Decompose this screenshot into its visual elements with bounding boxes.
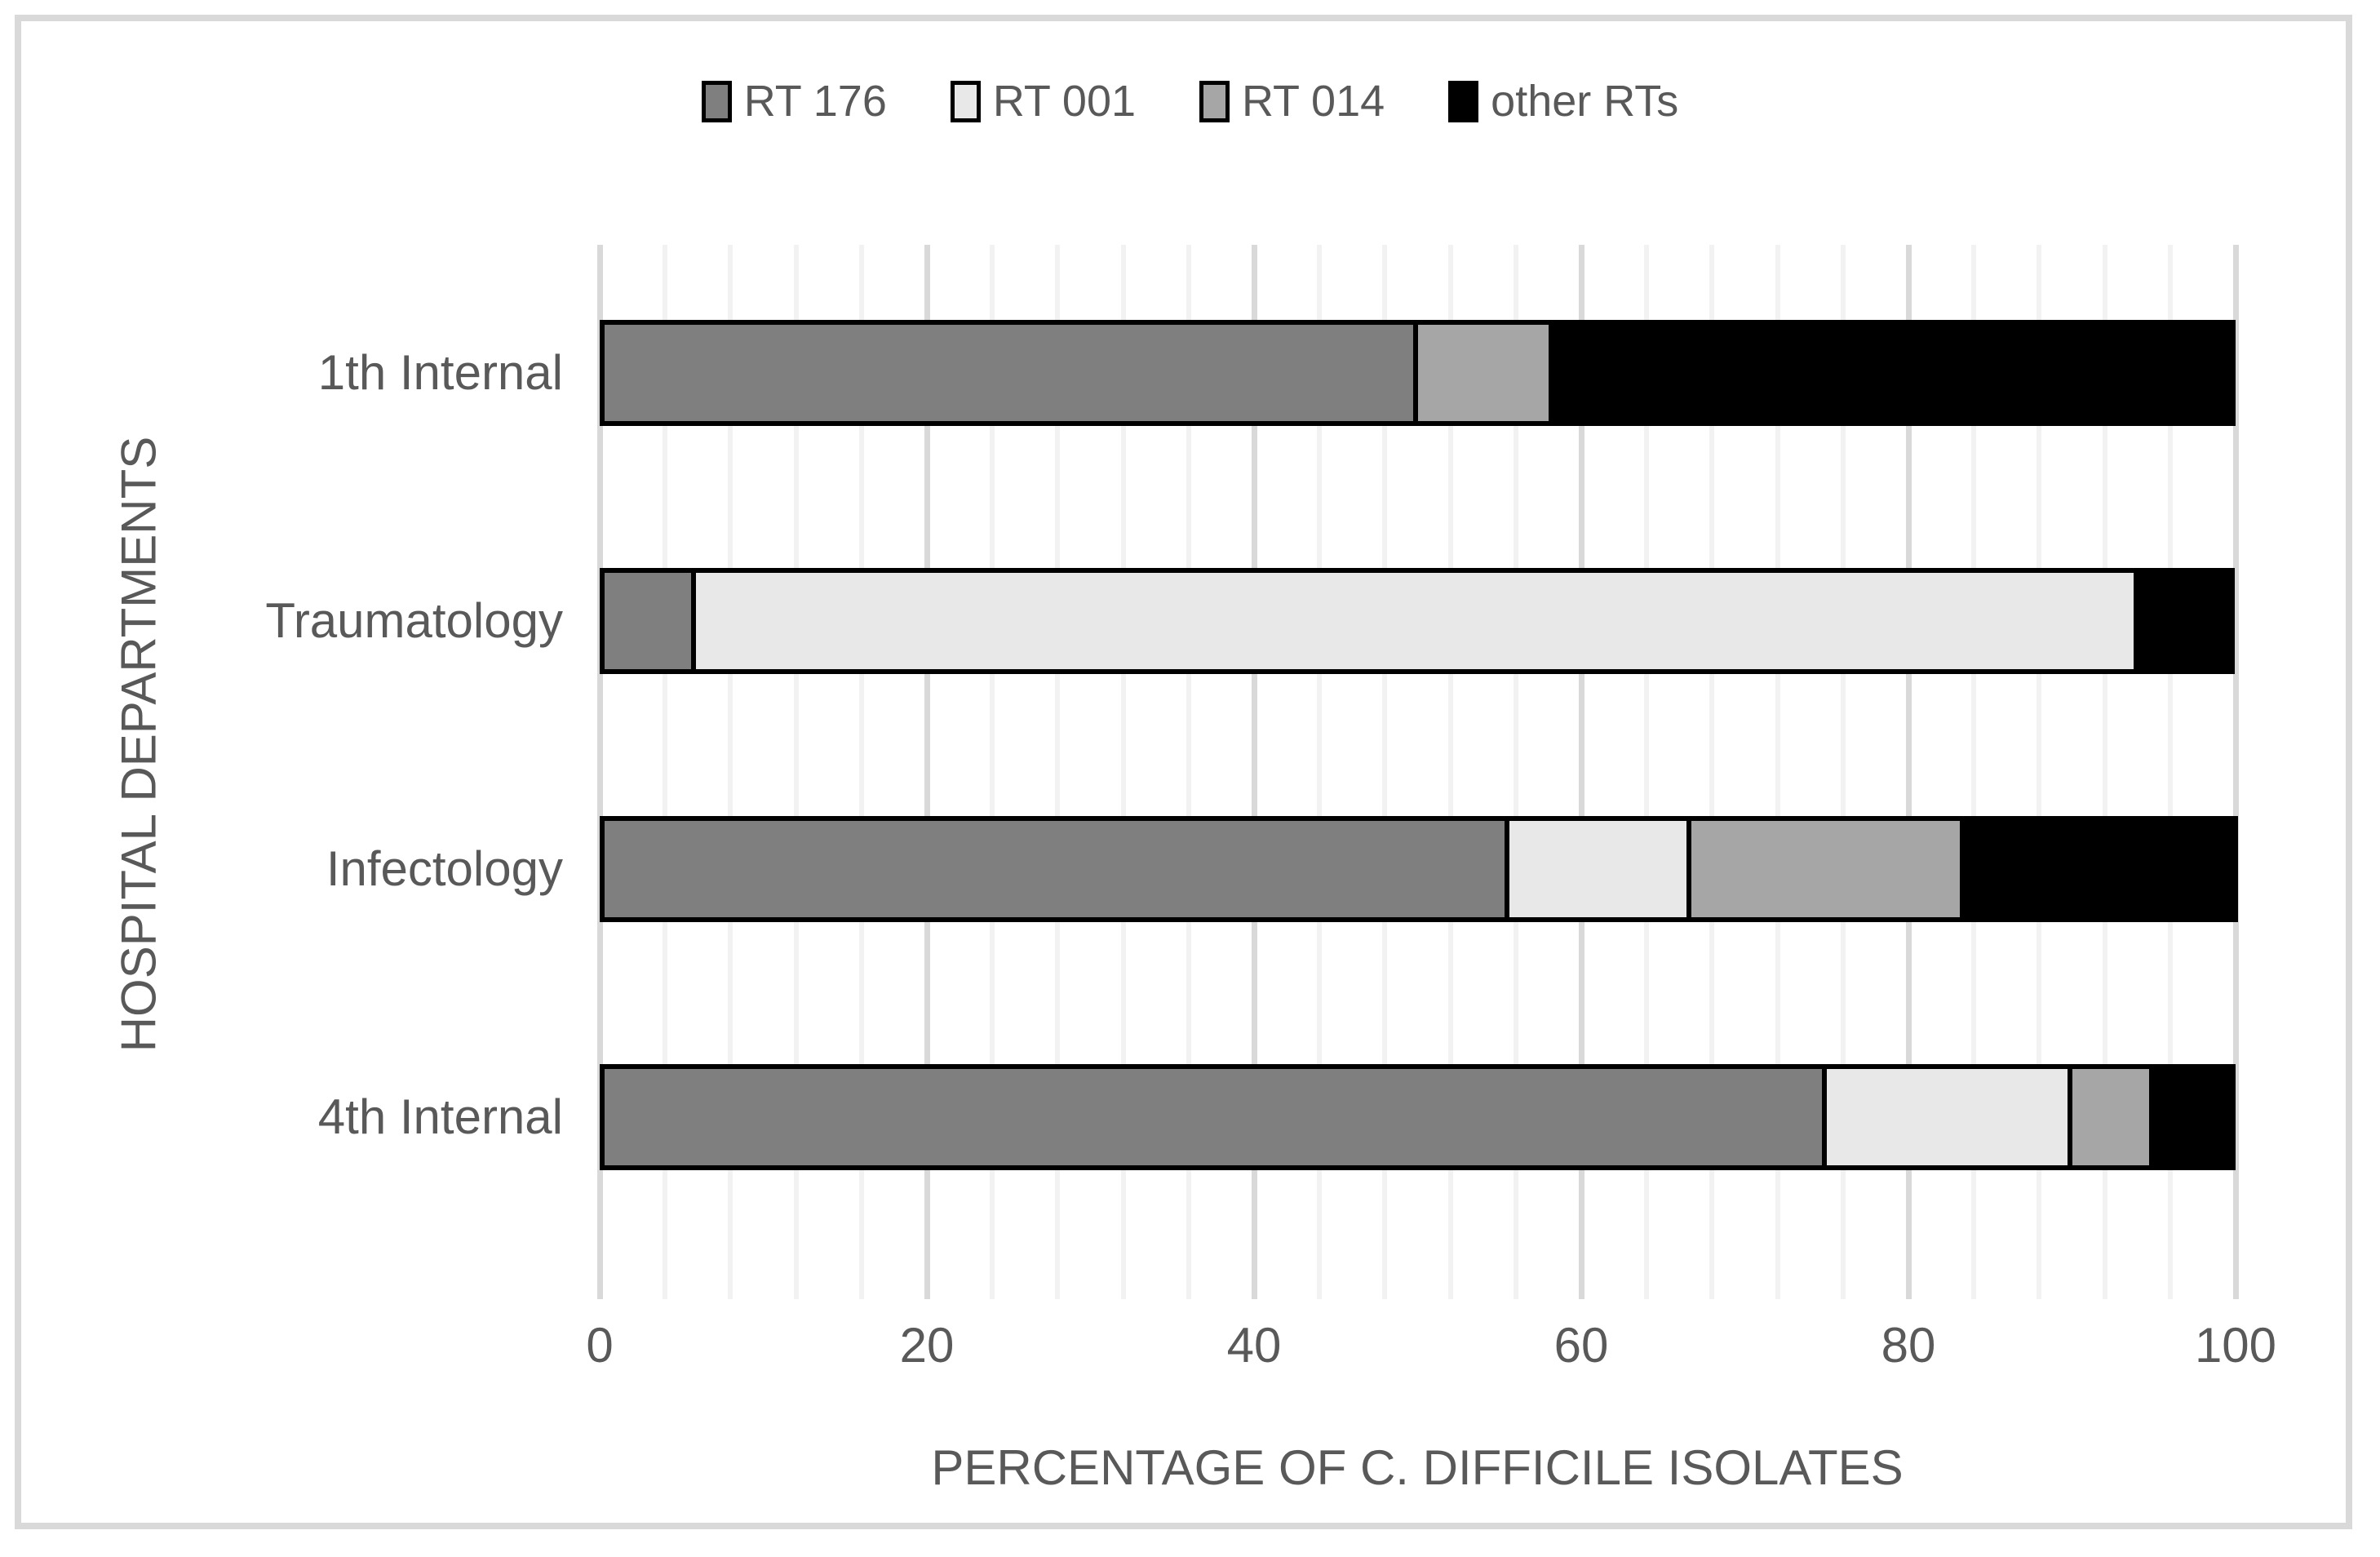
bar-segment: [1549, 320, 2236, 426]
legend-label: RT 001: [992, 77, 1137, 126]
minor-gridline: [2037, 245, 2042, 1299]
category-label: Traumatology: [265, 593, 563, 648]
legend-item: RT 001: [950, 76, 1137, 126]
legend-item: other RTs: [1448, 76, 1678, 126]
minor-gridline: [793, 245, 799, 1299]
x-tick-label: 80: [1881, 1318, 1936, 1373]
major-gridline: [1905, 245, 1912, 1299]
legend-item: RT 176: [701, 76, 887, 126]
minor-gridline: [728, 245, 734, 1299]
minor-gridline: [1447, 245, 1453, 1299]
y-axis-title: HOSPITAL DEPARTMENTS: [111, 436, 166, 1053]
bar-segment: [600, 816, 1509, 922]
bar-segment: [691, 568, 2138, 674]
x-tick-label: 100: [2194, 1318, 2277, 1373]
bar-segment: [1822, 1064, 2072, 1170]
major-gridline: [1578, 245, 1584, 1299]
category-label: 4th Internal: [317, 1089, 563, 1144]
bar-segment: [600, 320, 1418, 426]
minor-gridline: [1382, 245, 1388, 1299]
bar-segment: [1413, 320, 1553, 426]
bar-segment: [2149, 1064, 2236, 1170]
bar-row: [600, 320, 2236, 426]
legend-label: other RTs: [1491, 77, 1679, 126]
legend-label: RT 014: [1242, 77, 1385, 126]
legend-item: RT 014: [1199, 76, 1385, 126]
minor-gridline: [990, 245, 995, 1299]
bar-segment: [2068, 1064, 2154, 1170]
bar-segment: [1686, 816, 1965, 922]
x-tick-label: 60: [1553, 1318, 1609, 1373]
minor-gridline: [1709, 245, 1715, 1299]
legend-swatch-icon: [1199, 80, 1230, 122]
minor-gridline: [1120, 245, 1126, 1299]
minor-gridline: [1644, 245, 1650, 1299]
minor-gridline: [1186, 245, 1191, 1299]
bar-segment: [1505, 816, 1691, 922]
minor-gridline: [1840, 245, 1846, 1299]
major-gridline: [596, 245, 603, 1299]
minor-gridline: [663, 245, 668, 1299]
category-label: Infectology: [326, 841, 563, 896]
minor-gridline: [2167, 245, 2173, 1299]
x-tick-label: 0: [586, 1318, 614, 1373]
bar-segment: [1960, 816, 2238, 922]
x-tick-label: 40: [1226, 1318, 1282, 1373]
x-tick-label: 20: [899, 1318, 955, 1373]
major-gridline: [924, 245, 930, 1299]
bar-segment: [600, 1064, 1827, 1170]
minor-gridline: [858, 245, 864, 1299]
legend-label: RT 176: [743, 77, 887, 126]
x-axis-title: PERCENTAGE OF C. DIFFICILE ISOLATES: [931, 1440, 1904, 1495]
minor-gridline: [1055, 245, 1061, 1299]
minor-gridline: [1513, 245, 1518, 1299]
major-gridline: [2232, 245, 2239, 1299]
category-label: 1th Internal: [317, 345, 563, 400]
minor-gridline: [1971, 245, 1977, 1299]
legend: RT 176 RT 001 RT 014 other RTs: [21, 75, 2359, 127]
bar-row: [600, 1064, 2236, 1170]
major-gridline: [1251, 245, 1257, 1299]
minor-gridline: [1317, 245, 1323, 1299]
bar-row: [600, 568, 2235, 674]
bar-segment: [600, 568, 696, 674]
minor-gridline: [1775, 245, 1780, 1299]
minor-gridline: [2102, 245, 2107, 1299]
legend-swatch-icon: [701, 80, 732, 122]
legend-swatch-icon: [1448, 80, 1479, 122]
bar-row: [600, 816, 2238, 922]
chart-frame: [15, 15, 2352, 1529]
bar-segment: [2134, 568, 2235, 674]
legend-swatch-icon: [950, 80, 981, 122]
